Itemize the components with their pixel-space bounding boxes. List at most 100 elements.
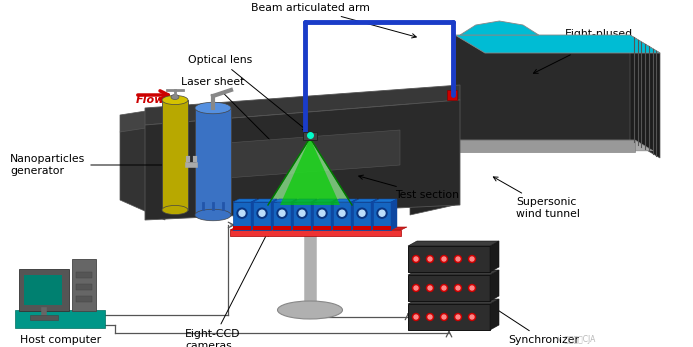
FancyBboxPatch shape — [30, 315, 58, 320]
FancyBboxPatch shape — [333, 202, 351, 230]
Circle shape — [257, 208, 267, 218]
Circle shape — [297, 208, 307, 218]
Polygon shape — [371, 199, 377, 230]
Polygon shape — [630, 35, 660, 158]
Text: Optical lens: Optical lens — [188, 55, 307, 130]
Text: Eight-CCD
cameras: Eight-CCD cameras — [185, 231, 268, 347]
Circle shape — [442, 286, 446, 290]
Circle shape — [357, 208, 367, 218]
Circle shape — [455, 285, 462, 291]
FancyBboxPatch shape — [303, 132, 317, 140]
Circle shape — [442, 257, 446, 261]
Polygon shape — [230, 227, 407, 230]
FancyBboxPatch shape — [253, 226, 271, 230]
Circle shape — [456, 286, 460, 290]
Polygon shape — [455, 35, 630, 140]
Circle shape — [468, 255, 475, 262]
Text: Beam articulated arm: Beam articulated arm — [251, 3, 416, 38]
Ellipse shape — [162, 95, 188, 104]
Polygon shape — [271, 199, 277, 230]
Circle shape — [279, 210, 285, 216]
Text: Host computer: Host computer — [20, 335, 101, 345]
Circle shape — [455, 255, 462, 262]
Ellipse shape — [277, 301, 342, 319]
FancyBboxPatch shape — [333, 226, 351, 230]
FancyBboxPatch shape — [408, 246, 490, 272]
Text: ★ 航空学报CJA: ★ 航空学报CJA — [555, 335, 595, 344]
Circle shape — [259, 210, 265, 216]
Polygon shape — [251, 199, 257, 230]
Polygon shape — [311, 199, 317, 230]
Circle shape — [359, 210, 365, 216]
FancyBboxPatch shape — [447, 90, 457, 100]
FancyBboxPatch shape — [233, 226, 251, 230]
Polygon shape — [291, 199, 297, 230]
Circle shape — [441, 313, 448, 321]
Polygon shape — [333, 199, 357, 202]
Polygon shape — [268, 138, 352, 205]
Polygon shape — [280, 138, 340, 205]
Polygon shape — [313, 199, 337, 202]
Polygon shape — [145, 100, 460, 220]
Text: Eight-plused
Nd:YAG laser: Eight-plused Nd:YAG laser — [534, 29, 635, 73]
Circle shape — [414, 315, 418, 319]
Circle shape — [456, 315, 460, 319]
Polygon shape — [253, 199, 277, 202]
Circle shape — [317, 208, 327, 218]
Polygon shape — [450, 140, 653, 151]
Circle shape — [470, 315, 474, 319]
Circle shape — [239, 210, 245, 216]
Polygon shape — [490, 241, 499, 272]
Polygon shape — [353, 199, 377, 202]
FancyBboxPatch shape — [76, 272, 92, 278]
FancyBboxPatch shape — [353, 226, 371, 230]
Polygon shape — [408, 299, 499, 304]
Circle shape — [428, 286, 432, 290]
FancyBboxPatch shape — [15, 310, 105, 328]
Circle shape — [414, 257, 418, 261]
FancyBboxPatch shape — [293, 226, 311, 230]
Circle shape — [299, 210, 305, 216]
Circle shape — [337, 208, 347, 218]
Circle shape — [442, 315, 446, 319]
Circle shape — [319, 210, 325, 216]
FancyBboxPatch shape — [19, 269, 69, 311]
FancyBboxPatch shape — [373, 226, 391, 230]
Circle shape — [237, 208, 247, 218]
Polygon shape — [408, 270, 499, 275]
Circle shape — [339, 210, 345, 216]
FancyBboxPatch shape — [76, 284, 92, 290]
Circle shape — [470, 286, 474, 290]
Polygon shape — [331, 199, 337, 230]
Circle shape — [441, 285, 448, 291]
FancyBboxPatch shape — [313, 202, 331, 230]
Circle shape — [428, 257, 432, 261]
FancyBboxPatch shape — [353, 202, 371, 230]
Circle shape — [468, 285, 475, 291]
FancyBboxPatch shape — [408, 304, 490, 330]
FancyBboxPatch shape — [313, 226, 331, 230]
Polygon shape — [450, 140, 635, 152]
FancyBboxPatch shape — [195, 108, 231, 215]
FancyBboxPatch shape — [273, 226, 291, 230]
Circle shape — [441, 255, 448, 262]
Polygon shape — [233, 199, 257, 202]
Polygon shape — [490, 270, 499, 301]
Circle shape — [426, 313, 434, 321]
Text: Flow: Flow — [135, 95, 165, 105]
FancyBboxPatch shape — [253, 202, 271, 230]
Text: Laser sheet: Laser sheet — [181, 77, 292, 162]
Ellipse shape — [195, 102, 231, 114]
FancyBboxPatch shape — [273, 202, 291, 230]
Polygon shape — [293, 199, 317, 202]
Polygon shape — [373, 199, 397, 202]
Circle shape — [412, 313, 419, 321]
Text: Test section: Test section — [359, 175, 459, 200]
Circle shape — [455, 313, 462, 321]
Polygon shape — [455, 35, 660, 53]
FancyBboxPatch shape — [233, 202, 251, 230]
FancyBboxPatch shape — [76, 296, 92, 302]
FancyBboxPatch shape — [72, 259, 96, 311]
Circle shape — [468, 313, 475, 321]
FancyBboxPatch shape — [162, 100, 188, 210]
